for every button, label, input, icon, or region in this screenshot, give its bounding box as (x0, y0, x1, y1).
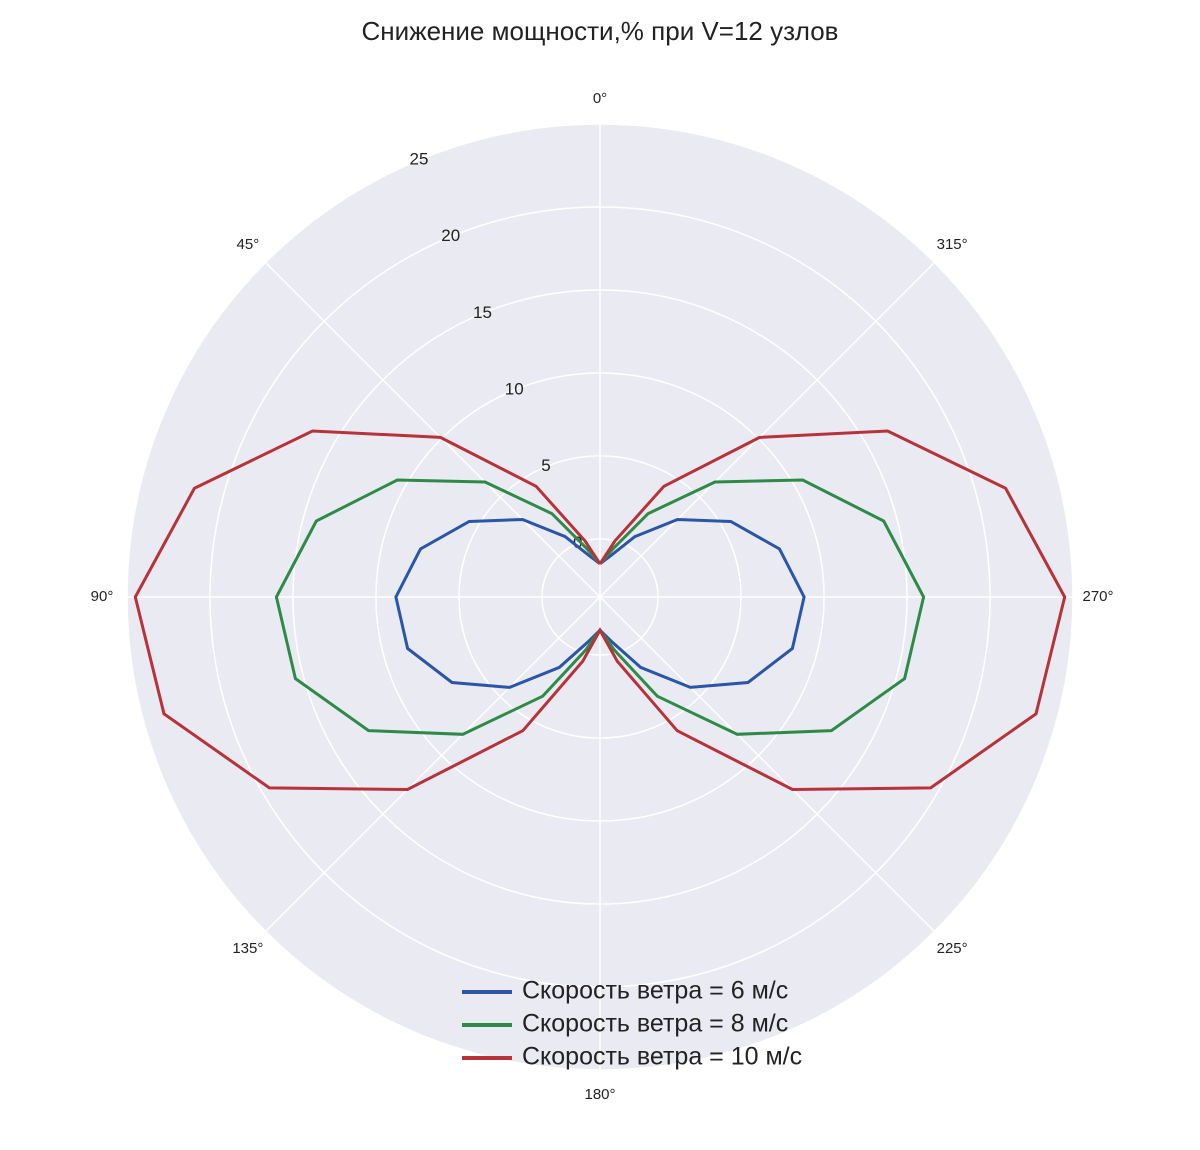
theta-tick-label: 270° (1082, 588, 1113, 605)
series-line (133, 429, 1067, 792)
grid-spoke (265, 596, 601, 932)
theta-tick-label: 225° (937, 940, 968, 957)
r-tick-label: 25 (410, 149, 429, 168)
grid-spoke (599, 596, 935, 932)
theta-tick-label: 315° (937, 236, 968, 253)
theta-tick-label: 90° (91, 588, 114, 605)
theta-tick-label: 180° (584, 1086, 615, 1103)
r-tick-label: 15 (473, 303, 492, 322)
chart-title: Снижение мощности,% при V=12 узлов (362, 16, 839, 46)
legend-label: Скорость ветра = 10 м/с (522, 1043, 802, 1071)
r-tick-label: 5 (541, 456, 550, 475)
r-tick-label: 10 (505, 379, 524, 398)
theta-tick-label: 0° (593, 90, 607, 107)
theta-tick-label: 135° (232, 940, 263, 957)
r-tick-label: 0 (573, 533, 582, 552)
r-tick-label: 20 (441, 226, 460, 245)
legend-label: Скорость ветра = 8 м/с (522, 1010, 788, 1038)
grid-spoke (599, 262, 935, 598)
legend-label: Скорость ветра = 6 м/с (522, 977, 788, 1005)
grid-spoke (265, 262, 601, 598)
theta-tick-label: 45° (237, 236, 260, 253)
